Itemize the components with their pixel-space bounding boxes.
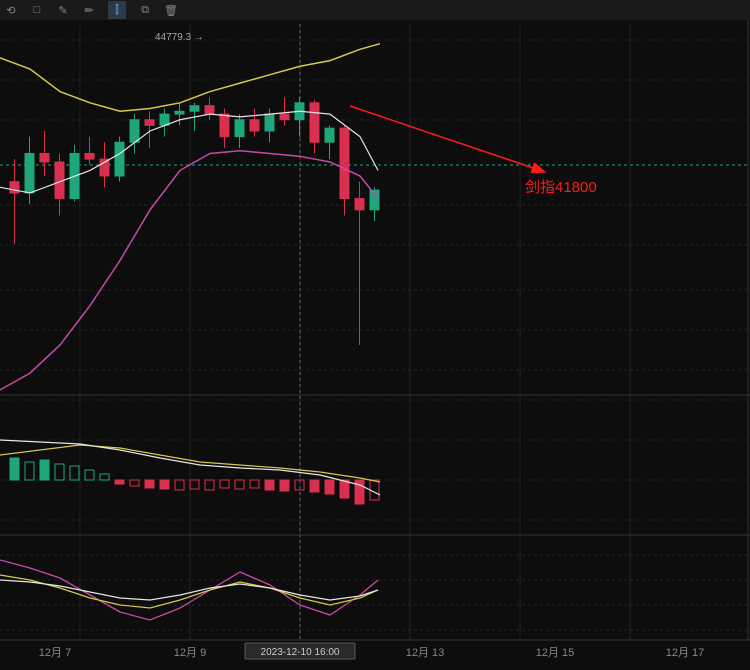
- time-tooltip-text: 2023-12-10 16:00: [261, 647, 340, 658]
- macd-bar: [340, 480, 349, 498]
- candle-body: [325, 128, 334, 142]
- candle-body: [310, 103, 319, 142]
- macd-bar: [220, 480, 229, 488]
- macd-bar: [115, 480, 124, 484]
- candle-body: [175, 111, 184, 114]
- candle-body: [235, 120, 244, 137]
- macd-bar: [325, 480, 334, 494]
- candle-body: [85, 154, 94, 160]
- candle-body: [205, 106, 214, 114]
- x-axis-label: 12月 15: [536, 647, 575, 659]
- macd-bar: [370, 480, 379, 500]
- macd-bar: [145, 480, 154, 488]
- macd-bar: [175, 480, 184, 490]
- candle-body: [40, 154, 49, 162]
- macd-bar: [40, 460, 49, 480]
- candle-body: [250, 120, 259, 131]
- candle-body: [265, 114, 274, 131]
- candle-body: [280, 114, 289, 120]
- macd-chart[interactable]: [0, 400, 748, 520]
- macd-bar: [10, 458, 19, 480]
- candle-body: [25, 154, 34, 193]
- annotation-text: 剑指41800: [525, 179, 597, 196]
- candle-body: [115, 142, 124, 176]
- candle-body: [145, 120, 154, 126]
- oscillator-chart[interactable]: [0, 555, 748, 630]
- macd-bar: [70, 466, 79, 480]
- macd-bar: [280, 480, 289, 491]
- macd-bar: [160, 480, 169, 489]
- candle-body: [160, 114, 169, 125]
- candle-body: [190, 106, 199, 112]
- chart-canvas[interactable]: 44779.3 →剑指4180012月 712月 912月 1312月 1512…: [0, 0, 750, 670]
- price-label: 44779.3 →: [155, 32, 204, 43]
- macd-bar: [265, 480, 274, 490]
- macd-bar: [100, 474, 109, 480]
- macd-bar: [130, 480, 139, 486]
- macd-bar: [205, 480, 214, 490]
- macd-bar: [190, 480, 199, 489]
- macd-bar: [235, 480, 244, 489]
- macd-bar: [25, 462, 34, 480]
- candle-body: [130, 120, 139, 143]
- macd-bar: [310, 480, 319, 492]
- x-axis: 12月 7 12月 9 12月 13 12月 15 12月 17 2023-12-10 1…: [0, 640, 750, 670]
- osc-magenta: [0, 560, 378, 620]
- macd-bar: [55, 464, 64, 480]
- candle-body: [355, 199, 364, 210]
- candle-body: [220, 114, 229, 137]
- macd-bar: [250, 480, 259, 488]
- x-axis-label: 12月 13: [406, 647, 445, 659]
- x-axis-label: 12月 17: [666, 647, 705, 659]
- candle-body: [10, 182, 19, 193]
- macd-bar: [85, 470, 94, 480]
- x-axis-label: 12月 9: [174, 647, 206, 659]
- candle-body: [340, 128, 349, 198]
- annotation-arrow: [350, 106, 545, 172]
- x-axis-label: 12月 7: [39, 647, 71, 659]
- main-chart[interactable]: 44779.3 → 剑指41800: [0, 24, 748, 640]
